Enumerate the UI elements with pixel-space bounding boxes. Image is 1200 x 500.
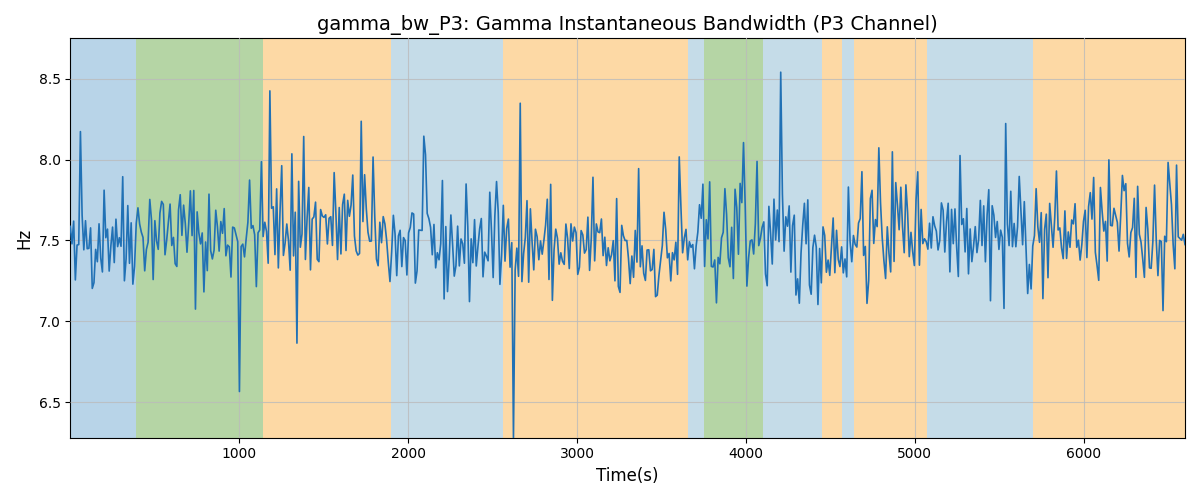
Bar [1060,38,1184,438]
Bar [854,38,926,438]
Y-axis label: Hz: Hz [16,228,34,248]
Bar [518,38,689,438]
Bar [926,38,1033,438]
Bar [1033,38,1060,438]
Bar [842,38,854,438]
Bar [391,38,503,438]
Bar [136,38,263,438]
Title: gamma_bw_P3: Gamma Instantaneous Bandwidth (P3 Channel): gamma_bw_P3: Gamma Instantaneous Bandwid… [317,15,938,35]
Bar [503,38,518,438]
Bar [703,38,763,438]
Bar [689,38,703,438]
Bar [822,38,842,438]
X-axis label: Time(s): Time(s) [596,467,659,485]
Bar [263,38,391,438]
Bar [71,38,136,438]
Bar [763,38,822,438]
